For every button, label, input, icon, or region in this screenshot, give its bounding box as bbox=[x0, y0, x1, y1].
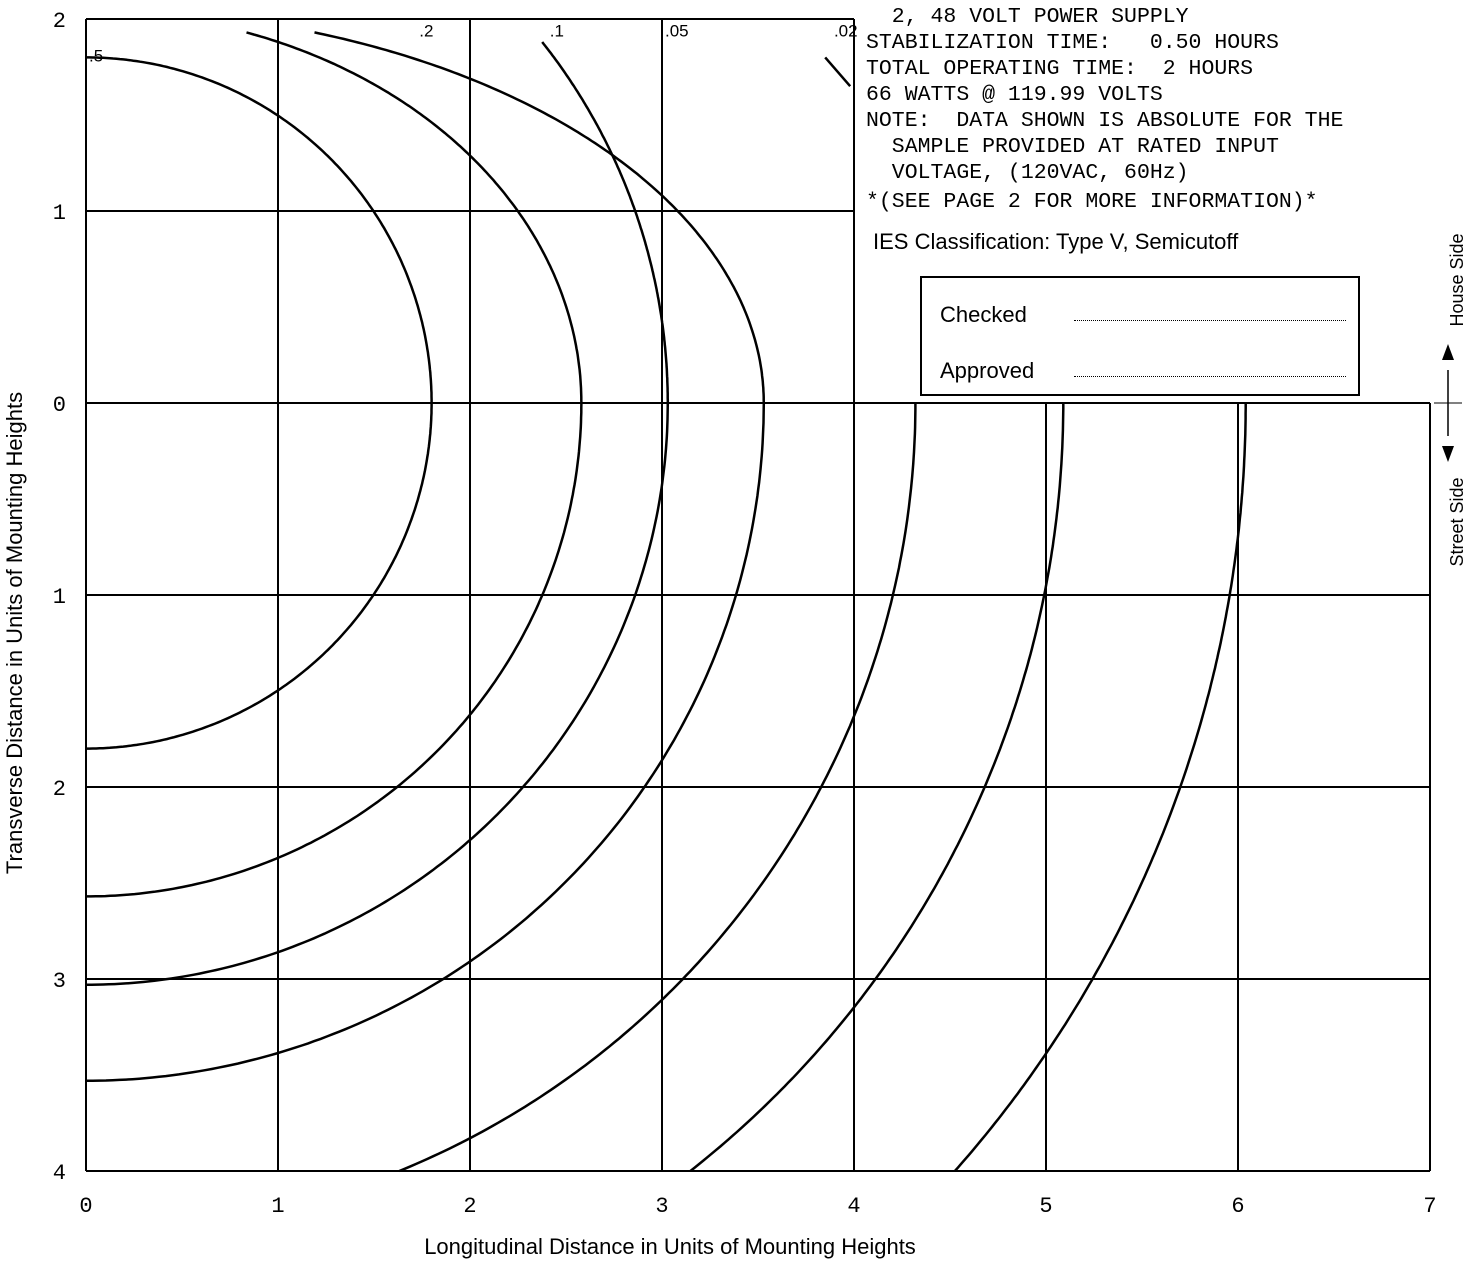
y-tick-label: 0 bbox=[53, 393, 66, 418]
y-axis-label: Transverse Distance in Units of Mounting… bbox=[2, 392, 27, 874]
contour-curve bbox=[398, 403, 917, 1173]
y-tick-label: 4 bbox=[53, 1161, 66, 1186]
info-line: SAMPLE PROVIDED AT RATED INPUT bbox=[866, 135, 1279, 159]
x-tick-label: 5 bbox=[1039, 1194, 1052, 1219]
contour-curve bbox=[86, 31, 583, 898]
x-tick-label: 1 bbox=[271, 1194, 284, 1219]
info-line: VOLTAGE, (120VAC, 60Hz) bbox=[866, 161, 1189, 185]
y-tick-label: 1 bbox=[53, 585, 66, 610]
contour-curves bbox=[85, 31, 1247, 1173]
axis-ticks: 0 1 2 3 4 5 6 7 2 1 0 1 2 3 4 bbox=[53, 9, 1437, 1219]
arrow-down-icon bbox=[1442, 446, 1454, 462]
x-tick-label: 0 bbox=[79, 1194, 92, 1219]
info-line: NOTE: DATA SHOWN IS ABSOLUTE FOR THE bbox=[866, 109, 1344, 133]
info-line: 66 WATTS @ 119.99 VOLTS bbox=[866, 83, 1163, 107]
checked-label: Checked bbox=[940, 302, 1027, 327]
contour-curve bbox=[85, 41, 670, 987]
contour-label: .02 bbox=[834, 21, 858, 40]
x-tick-label: 4 bbox=[847, 1194, 860, 1219]
x-tick-label: 3 bbox=[655, 1194, 668, 1219]
ies-classification: IES Classification: Type V, Semicutoff bbox=[873, 229, 1239, 254]
y-tick-label: 2 bbox=[53, 777, 66, 802]
contour-curve-segment bbox=[824, 56, 852, 88]
contour-label: .1 bbox=[550, 21, 564, 40]
info-line: 2, 48 VOLT POWER SUPPLY bbox=[866, 5, 1189, 29]
contour-label: .2 bbox=[419, 21, 433, 40]
x-tick-label: 6 bbox=[1231, 1194, 1244, 1219]
approved-label: Approved bbox=[940, 358, 1035, 383]
info-line: *(SEE PAGE 2 FOR MORE INFORMATION)* bbox=[866, 190, 1318, 214]
x-tick-label: 7 bbox=[1423, 1194, 1436, 1219]
y-tick-label: 2 bbox=[53, 9, 66, 34]
house-street-side-indicator: House Side Street Side bbox=[1434, 233, 1467, 567]
house-side-label: House Side bbox=[1447, 233, 1467, 326]
y-tick-label: 3 bbox=[53, 969, 66, 994]
contour-curve bbox=[85, 31, 766, 1083]
contour-label: .5 bbox=[89, 46, 103, 65]
contour-curve bbox=[689, 403, 1065, 1172]
checked-field[interactable] bbox=[1074, 320, 1346, 321]
contour-curve bbox=[86, 56, 433, 750]
arrow-up-icon bbox=[1442, 344, 1454, 360]
street-side-label: Street Side bbox=[1447, 477, 1467, 566]
x-tick-label: 2 bbox=[463, 1194, 476, 1219]
info-line: STABILIZATION TIME: 0.50 HOURS bbox=[866, 31, 1279, 55]
info-line: TOTAL OPERATING TIME: 2 HOURS bbox=[866, 57, 1254, 81]
x-axis-label: Longitudinal Distance in Units of Mounti… bbox=[424, 1234, 916, 1259]
grid bbox=[85, 18, 1431, 1172]
contour-curve bbox=[953, 403, 1247, 1172]
signoff-box: Checked Approved bbox=[920, 276, 1360, 396]
approved-field[interactable] bbox=[1074, 376, 1346, 377]
contour-label: .05 bbox=[665, 21, 689, 40]
y-tick-label: 1 bbox=[53, 201, 66, 226]
